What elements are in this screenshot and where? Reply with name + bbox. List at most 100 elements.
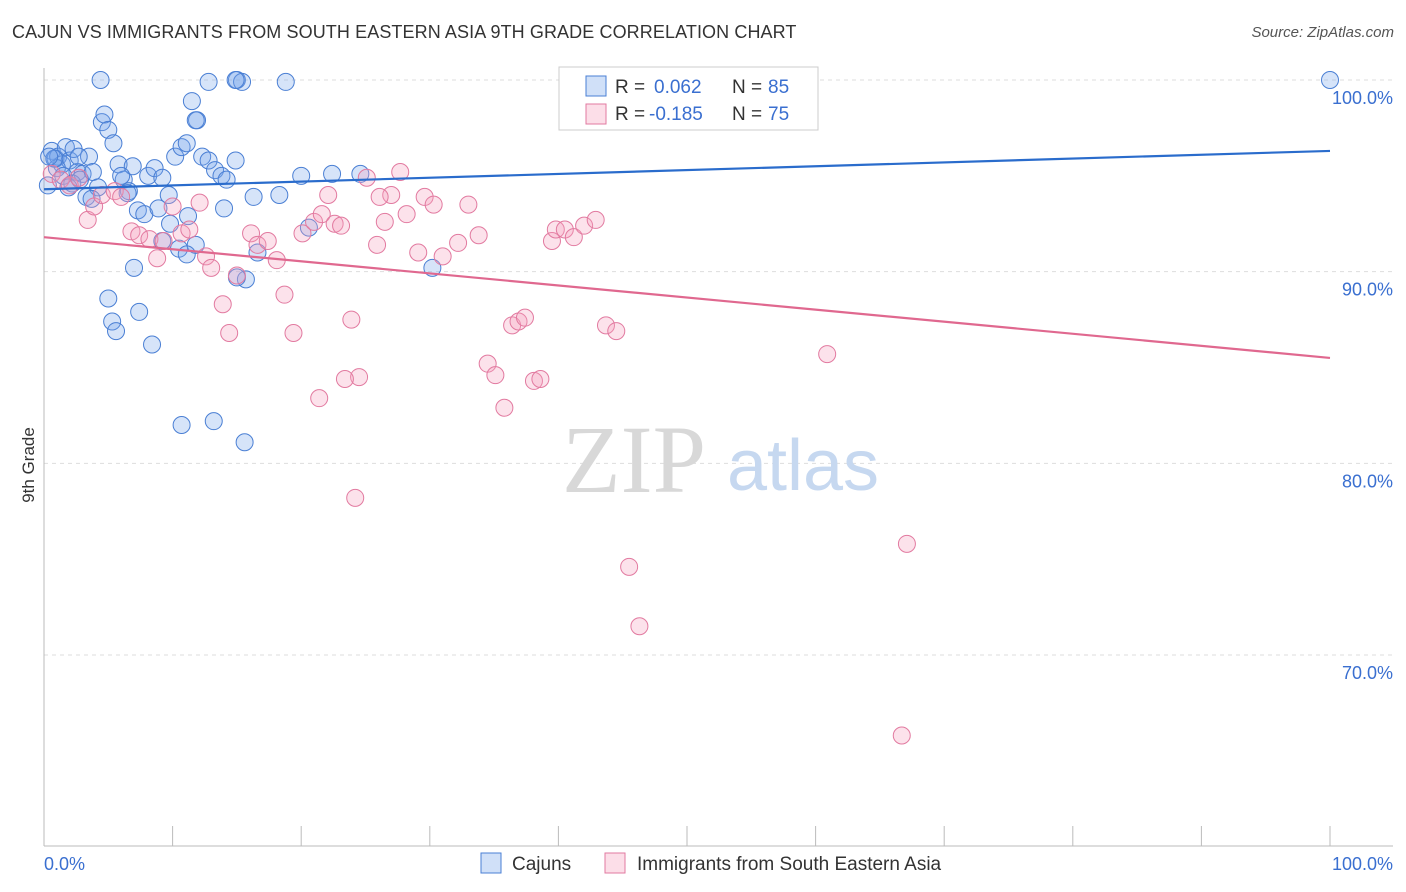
x-axis-ticks	[172, 826, 1331, 846]
point-immigrants	[370, 187, 389, 206]
point-cajuns	[182, 92, 201, 111]
point-cajuns	[1321, 71, 1339, 89]
point-immigrants	[312, 205, 331, 224]
point-cajuns	[107, 322, 126, 341]
y-axis-label: 9th Grade	[19, 427, 38, 503]
point-cajuns	[233, 72, 252, 91]
point-cajuns	[125, 258, 144, 277]
point-cajuns	[323, 164, 342, 183]
point-immigrants	[630, 617, 649, 636]
point-immigrants	[42, 164, 61, 183]
point-cajuns	[153, 168, 172, 187]
point-immigrants	[433, 247, 452, 266]
stats-n-label-cajuns: N =	[732, 77, 762, 98]
point-immigrants	[424, 195, 443, 214]
y-tick-label: 100.0%	[1332, 88, 1393, 108]
legend-swatch-immigrants	[604, 852, 626, 874]
stats-legend-box	[558, 66, 819, 131]
point-cajuns	[145, 159, 164, 178]
point-cajuns	[177, 134, 196, 153]
trend-line-immigrants	[43, 236, 1331, 360]
point-cajuns	[95, 105, 114, 124]
point-immigrants	[469, 226, 488, 245]
stats-legend-swatch-cajuns	[585, 75, 607, 97]
point-cajuns	[276, 72, 295, 91]
point-cajuns	[123, 157, 142, 176]
point-immigrants	[163, 197, 182, 216]
point-cajuns	[217, 170, 236, 189]
point-immigrants	[515, 308, 534, 327]
point-immigrants	[242, 224, 261, 243]
trend-lines	[43, 149, 1331, 360]
point-immigrants	[357, 168, 376, 187]
data-points	[38, 71, 1339, 745]
point-immigrants	[555, 220, 574, 239]
stats-legend: R = 0.062 N = 85 R = -0.185 N = 75	[558, 66, 819, 131]
point-immigrants	[332, 216, 351, 235]
point-cajuns	[103, 312, 122, 331]
point-immigrants	[531, 370, 550, 388]
y-tick-labels: 100.0% 90.0% 80.0% 70.0%	[1332, 88, 1393, 683]
stats-legend-swatch-immigrants	[585, 103, 607, 125]
point-immigrants	[620, 557, 639, 576]
point-cajuns	[130, 302, 149, 321]
point-cajuns	[199, 151, 218, 170]
point-immigrants	[112, 187, 131, 206]
point-immigrants	[180, 220, 199, 239]
point-immigrants	[213, 295, 232, 314]
point-cajuns	[99, 120, 118, 139]
watermark-atlas: atlas	[727, 426, 879, 506]
point-immigrants	[892, 726, 911, 745]
point-cajuns	[226, 71, 245, 89]
point-cajuns	[139, 166, 158, 185]
point-cajuns	[215, 199, 234, 218]
point-immigrants	[130, 226, 149, 245]
point-cajuns	[236, 270, 255, 289]
watermark-zip: ZIP	[562, 406, 706, 513]
stats-r-value-cajuns: 0.062	[654, 77, 702, 98]
point-immigrants	[546, 220, 565, 239]
stats-r-label-immigrants: R =	[615, 104, 645, 125]
x-tick-label-min: 0.0%	[44, 854, 85, 874]
point-cajuns	[166, 147, 185, 166]
point-cajuns	[91, 71, 110, 89]
legend-label-cajuns: Cajuns	[512, 854, 571, 875]
point-cajuns	[56, 138, 75, 157]
point-cajuns	[143, 335, 162, 354]
stats-n-value-cajuns: 85	[768, 77, 789, 98]
x-tick-label-max: 100.0%	[1332, 854, 1393, 874]
point-immigrants	[368, 235, 387, 254]
point-immigrants	[275, 285, 294, 304]
point-immigrants	[310, 389, 329, 408]
point-immigrants	[69, 168, 88, 187]
point-cajuns	[235, 433, 254, 452]
point-immigrants	[607, 322, 626, 341]
point-cajuns	[161, 214, 180, 233]
point-immigrants	[258, 232, 277, 250]
point-immigrants	[495, 398, 514, 417]
bottom-legend: Cajuns Immigrants from South Eastern Asi…	[480, 852, 942, 875]
point-immigrants	[220, 324, 239, 342]
point-immigrants	[415, 187, 434, 206]
point-immigrants	[409, 243, 428, 262]
point-cajuns	[104, 134, 123, 153]
y-tick-label: 90.0%	[1342, 280, 1393, 300]
point-immigrants	[897, 534, 916, 553]
point-cajuns	[112, 166, 131, 185]
point-immigrants	[596, 316, 615, 335]
stats-n-value-immigrants: 75	[768, 104, 789, 125]
point-immigrants	[325, 214, 344, 233]
point-cajuns	[177, 245, 196, 264]
point-immigrants	[449, 233, 468, 252]
point-cajuns	[172, 416, 191, 434]
point-immigrants	[382, 186, 401, 204]
legend-swatch-cajuns	[480, 852, 502, 874]
point-immigrants	[818, 345, 837, 364]
point-immigrants	[248, 235, 267, 254]
point-cajuns	[80, 147, 99, 166]
point-immigrants	[346, 488, 365, 507]
point-cajuns	[149, 199, 168, 218]
point-immigrants	[335, 370, 354, 388]
point-immigrants	[350, 368, 369, 387]
